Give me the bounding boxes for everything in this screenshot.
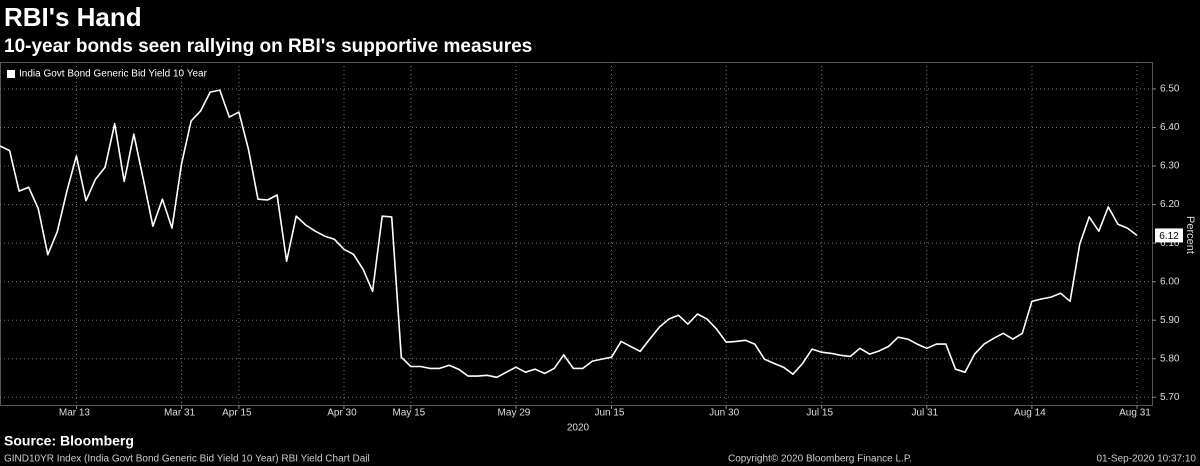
legend-swatch xyxy=(7,70,15,78)
x-tick-label: May 29 xyxy=(498,408,531,419)
chart-title: RBI's Hand xyxy=(4,2,142,32)
x-tick-label: Aug 14 xyxy=(1014,408,1046,419)
line-series xyxy=(0,89,1138,379)
x-tick-label: Mar 31 xyxy=(164,408,196,419)
y-tick-label: 6.10 xyxy=(1160,238,1180,249)
y-tick-label: 6.50 xyxy=(1160,84,1180,95)
x-tick-label: Jul 31 xyxy=(911,408,938,419)
y-tick-label: 5.70 xyxy=(1160,392,1180,403)
footer-left: GIND10YR Index (India Govt Bond Generic … xyxy=(4,454,370,465)
source: Source: Bloomberg xyxy=(4,433,134,449)
x-tick-label: Mar 13 xyxy=(59,408,91,419)
y-tick-label: 6.40 xyxy=(1160,122,1180,133)
x-tick-label: Apr 15 xyxy=(222,408,252,419)
y-tick-label: 6.00 xyxy=(1160,276,1180,287)
x-tick-label: Aug 31 xyxy=(1119,408,1151,419)
y-axis-label: Percent xyxy=(1184,216,1196,254)
chart-subtitle: 10-year bonds seen rallying on RBI's sup… xyxy=(4,36,532,57)
x-tick-label: Jun 30 xyxy=(709,408,739,419)
footer-center: Copyright© 2020 Bloomberg Finance L.P. xyxy=(728,454,912,465)
x-tick-label: Jul 15 xyxy=(806,408,833,419)
x-tick-label: May 15 xyxy=(392,408,425,419)
y-tick-label: 5.80 xyxy=(1160,353,1180,364)
last-value-label: 6.12 xyxy=(1159,231,1179,242)
plot-frame xyxy=(0,62,1153,406)
x-tick-label: Jun 15 xyxy=(594,408,624,419)
y-tick-label: 5.90 xyxy=(1160,315,1180,326)
legend-label: India Govt Bond Generic Bid Yield 10 Yea… xyxy=(19,69,208,80)
y-tick-label: 6.30 xyxy=(1160,161,1180,172)
x-tick-label: Apr 30 xyxy=(327,408,357,419)
y-tick-label: 6.20 xyxy=(1160,199,1180,210)
x-year-label: 2020 xyxy=(567,423,590,434)
last-value-badge xyxy=(1155,228,1183,243)
footer-right: 01-Sep-2020 10:37:10 xyxy=(1096,454,1196,465)
